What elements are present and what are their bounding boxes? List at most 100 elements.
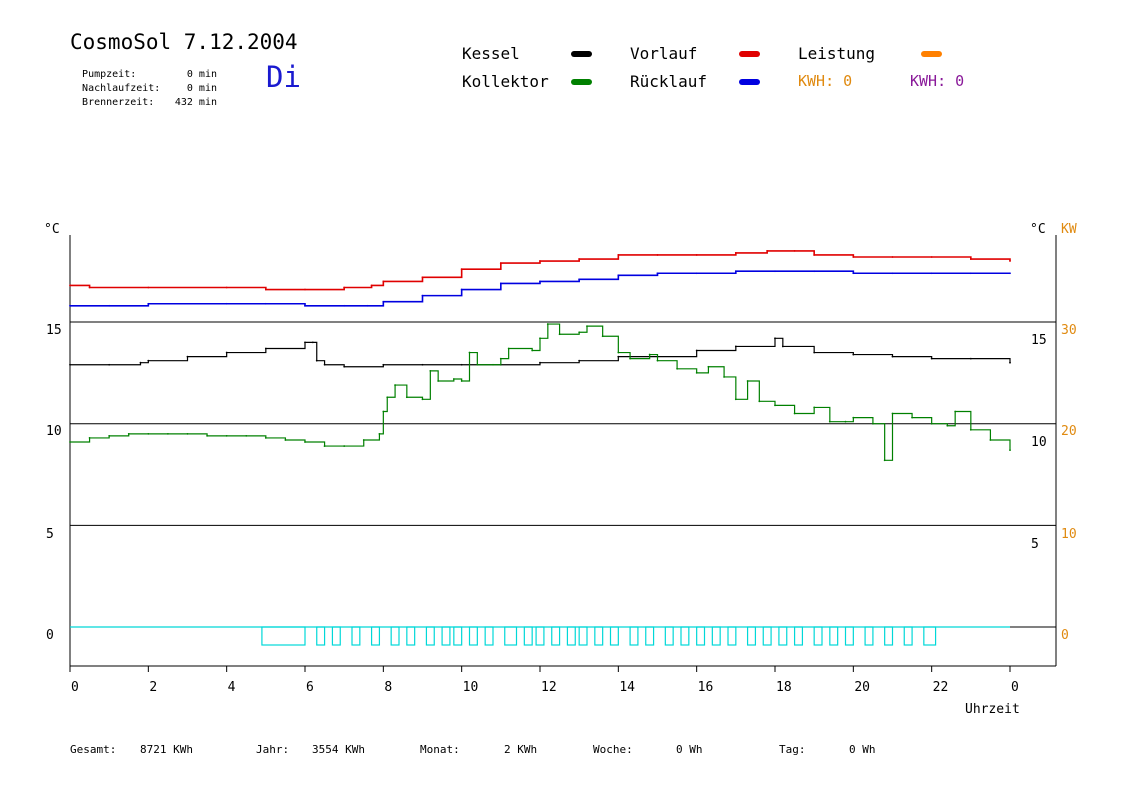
left-tick: 0 [46,628,54,643]
data-point [617,274,620,277]
data-point [362,439,365,441]
data-point [343,304,346,307]
footer-jahr-value: 3554 KWh [312,743,365,756]
data-point [206,434,208,437]
data-point [264,437,267,439]
data-point [758,400,761,403]
data-point [852,272,855,275]
data-point [891,256,894,258]
data-point [366,304,369,307]
data-point [539,337,541,340]
data-point [386,396,389,399]
burner-block [903,626,913,646]
data-point [852,256,855,258]
legend-swatch-kessel [571,51,592,57]
data-point [781,345,784,348]
legend-label-ruecklauf: Rücklauf [630,72,708,91]
data-point [382,410,385,413]
data-point [930,272,933,275]
data-point [774,337,776,340]
legend-swatch-ruecklauf [739,79,760,85]
data-point [539,361,541,364]
data-point [147,302,150,305]
burner-block [696,626,706,646]
data-point [872,422,874,425]
data-point [311,341,314,344]
kwh-leistung: KWH: 0 [798,72,853,90]
burner-block [523,626,533,646]
right-tick-kw: 10 [1061,527,1077,542]
data-point [69,441,71,443]
x-tick-label: 2 [149,680,158,695]
burner-block [441,626,451,646]
data-point [578,278,581,281]
right-tick-c: 10 [1031,435,1047,450]
stat-value: 432 min [174,97,217,108]
data-point [629,357,631,360]
burner-block [316,626,326,646]
data-point [468,351,471,354]
legend-swatch-leistung [921,51,942,57]
data-point [69,284,71,287]
burner-block [844,626,854,646]
data-point [370,284,373,287]
data-point [539,260,541,262]
burner-block [727,626,737,646]
data-point [734,345,737,348]
x-tick-label: 10 [462,680,479,695]
burner-block [566,626,576,646]
stat-value: 0 min [186,83,217,94]
x-tick-label: 18 [776,680,792,695]
burner-block [453,626,463,646]
data-point [1009,260,1011,262]
footer-monat-value: 2 KWh [504,743,538,756]
data-point [460,288,463,291]
data-point [499,282,502,285]
data-point [284,439,287,441]
right-tick-c: 5 [1031,537,1039,552]
data-point [558,333,561,336]
left-tick: 10 [46,424,62,439]
data-point [578,359,581,362]
data-point [539,280,541,283]
burner-block [390,626,400,646]
data-point [186,355,189,358]
data-point [323,363,326,366]
weekday-label: Di [266,60,301,94]
data-point [930,256,933,258]
data-point [766,249,769,252]
data-point [225,351,228,354]
data-point [930,422,933,425]
data-point [476,363,479,366]
legend-label-kollektor: Kollektor [462,72,549,91]
data-point [378,432,381,435]
left-tick: 15 [46,323,62,338]
burner-block [406,626,416,646]
data-point [421,398,424,401]
data-point [264,302,267,305]
burner-block [711,626,721,646]
x-tick-label: 22 [932,680,949,695]
burner-block [793,626,804,646]
stat-nachlaufzeit: Nachlaufzeit: 0 min [70,72,217,94]
data-point [108,363,111,366]
burner-block [468,626,478,646]
data-point [793,249,796,252]
data-point [492,363,494,366]
data-point [946,424,949,427]
data-point [315,359,318,362]
legend-swatch-kollektor [571,79,592,85]
data-point [167,432,169,435]
burner-block [645,626,655,646]
data-point [147,432,150,435]
data-point [656,254,659,256]
footer-monat-label: Monat: [420,743,460,756]
footer-gesamt-value: 8721 KWh [140,743,193,756]
burner-block [351,626,361,646]
data-point [304,341,306,344]
data-point [139,361,142,364]
data-point [421,276,424,279]
series-line-rücklauf [70,270,1010,307]
burner-block [829,626,839,646]
data-point [891,355,894,358]
